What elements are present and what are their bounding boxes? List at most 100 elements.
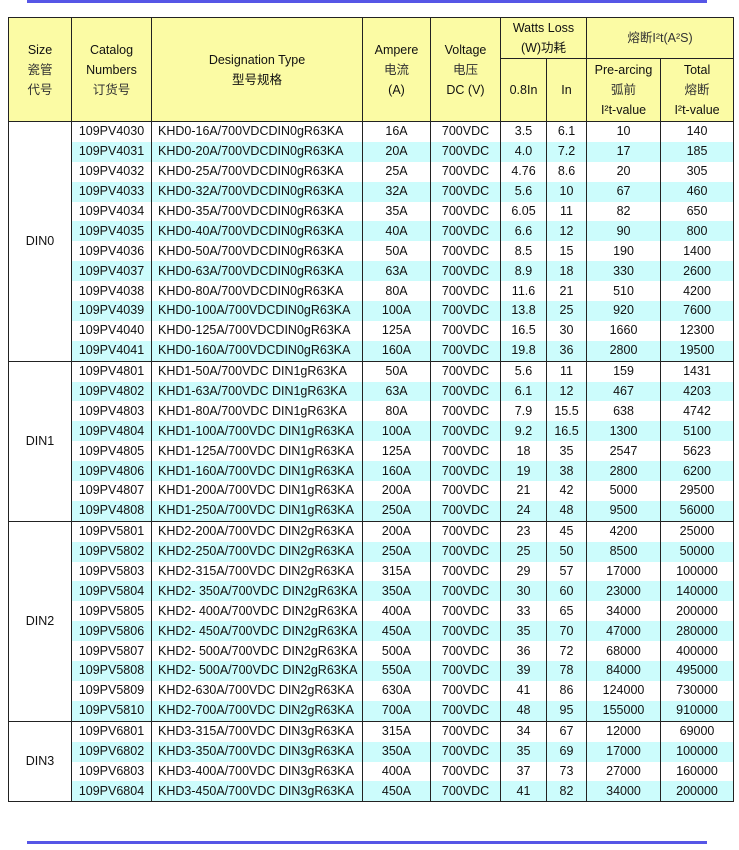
voltage-cell: 700VDC	[430, 181, 501, 202]
ampere-cell: 315A	[362, 720, 431, 742]
ampere-cell: 350A	[362, 581, 431, 602]
total-i2t-cell: 140	[660, 120, 735, 142]
prearcing-i2t-cell: 124000	[586, 680, 662, 701]
table-row: DIN2 109PV5801 KHD2-200A/700VDC DIN2gR63KA…	[8, 520, 735, 722]
table-row: 109PV4803 KHD1-80A/700VDC DIN1gR63KA 80A 70…	[9, 401, 735, 422]
voltage-cell: 700VDC	[430, 201, 501, 222]
voltage-cell: 700VDC	[430, 141, 501, 162]
table-row: DIN1 109PV4801 KHD1-50A/700VDC DIN1gR63KA 5…	[8, 360, 735, 522]
voltage-cell: 700VDC	[430, 481, 501, 501]
total-i2t-cell: 495000	[660, 661, 735, 681]
voltage-cell: 700VDC	[430, 720, 501, 742]
ampere-cell: 500A	[362, 641, 431, 662]
total-i2t-cell: 1431	[660, 360, 735, 382]
prearcing-i2t-cell: 190	[586, 241, 662, 262]
voltage-cell: 700VDC	[430, 381, 501, 402]
table-row: 109PV5806 KHD2- 450A/700VDC DIN2gR63KA 450…	[9, 621, 735, 642]
prearcing-i2t-cell: 510	[586, 281, 662, 302]
catalog-number-cell: 109PV5804	[71, 581, 152, 602]
header-watts-08in: 0.8In	[500, 58, 547, 122]
designation-cell: KHD2- 350A/700VDC DIN2gR63KA	[151, 581, 363, 602]
table-row: 109PV4805 KHD1-125A/700VDC DIN1gR63KA 125A…	[9, 441, 735, 462]
table-row: 109PV5802 KHD2-250A/700VDC DIN2gR63KA 250A…	[9, 541, 735, 562]
watts-08in-cell: 4.0	[500, 141, 547, 162]
total-i2t-cell: 6200	[660, 461, 735, 482]
voltage-cell: 700VDC	[430, 741, 501, 762]
header-ampere: Ampere 电流 (A)	[362, 17, 431, 122]
designation-cell: KHD0-100A/700VDCDIN0gR63KA	[151, 301, 363, 321]
voltage-cell: 700VDC	[430, 241, 501, 262]
watts-08in-cell: 24	[500, 500, 547, 522]
header-size: Size 瓷管 代号	[8, 17, 72, 122]
prearcing-i2t-cell: 1300	[586, 421, 662, 442]
watts-in-cell: 10	[545, 181, 588, 202]
watts-08in-cell: 36	[500, 641, 547, 662]
watts-in-cell: 78	[545, 661, 588, 681]
ampere-cell: 25A	[362, 161, 431, 182]
watts-in-cell: 67	[545, 720, 588, 742]
ampere-cell: 250A	[362, 541, 431, 562]
watts-in-cell: 8.6	[545, 161, 588, 182]
prearcing-i2t-cell: 920	[586, 301, 662, 321]
catalog-number-cell: 109PV5805	[71, 601, 152, 622]
designation-cell: KHD2- 400A/700VDC DIN2gR63KA	[151, 601, 363, 622]
table-row: 109PV5805 KHD2- 400A/700VDC DIN2gR63KA 400…	[9, 601, 735, 622]
catalog-number-cell: 109PV6803	[71, 761, 152, 782]
voltage-cell: 700VDC	[430, 340, 501, 362]
voltage-cell: 700VDC	[430, 641, 501, 662]
table-row: 109PV4037 KHD0-63A/700VDCDIN0gR63KA 63A 700…	[9, 261, 735, 282]
watts-08in-cell: 23	[500, 520, 547, 542]
watts-in-cell: 30	[545, 320, 588, 341]
prearcing-i2t-cell: 20	[586, 161, 662, 182]
watts-in-cell: 36	[545, 340, 588, 362]
table-row: 109PV6802 KHD3-350A/700VDC DIN3gR63KA 350A…	[9, 741, 735, 762]
ampere-cell: 125A	[362, 441, 431, 462]
catalog-number-cell: 109PV4803	[71, 401, 152, 422]
watts-in-cell: 73	[545, 761, 588, 782]
ampere-cell: 16A	[362, 120, 431, 142]
watts-in-cell: 35	[545, 441, 588, 462]
prearcing-i2t-cell: 2800	[586, 340, 662, 362]
catalog-number-cell: 109PV4802	[71, 381, 152, 402]
ampere-cell: 550A	[362, 661, 431, 681]
ampere-cell: 50A	[362, 360, 431, 382]
table-row: 109PV6803 KHD3-400A/700VDC DIN3gR63KA 400A…	[9, 761, 735, 782]
prearcing-i2t-cell: 155000	[586, 700, 662, 722]
table-row: 109PV5804 KHD2- 350A/700VDC DIN2gR63KA 350…	[9, 581, 735, 602]
watts-08in-cell: 21	[500, 481, 547, 501]
watts-08in-cell: 30	[500, 581, 547, 602]
watts-in-cell: 65	[545, 601, 588, 622]
watts-in-cell: 18	[545, 261, 588, 282]
catalog-number-cell: 109PV6802	[71, 741, 152, 762]
watts-in-cell: 60	[545, 581, 588, 602]
ampere-cell: 200A	[362, 520, 431, 542]
bottom-rule	[27, 841, 707, 844]
ampere-cell: 200A	[362, 481, 431, 501]
table-row: 109PV4040 KHD0-125A/700VDCDIN0gR63KA 125A 7…	[9, 320, 735, 341]
ampere-cell: 700A	[362, 700, 431, 722]
total-i2t-cell: 100000	[660, 561, 735, 582]
prearcing-i2t-cell: 47000	[586, 621, 662, 642]
total-i2t-cell: 200000	[660, 601, 735, 622]
watts-in-cell: 95	[545, 700, 588, 722]
prearcing-i2t-cell: 90	[586, 221, 662, 242]
prearcing-i2t-cell: 330	[586, 261, 662, 282]
catalog-number-cell: 109PV4030	[71, 120, 152, 142]
prearcing-i2t-cell: 17000	[586, 561, 662, 582]
watts-08in-cell: 48	[500, 700, 547, 722]
watts-08in-cell: 13.8	[500, 301, 547, 321]
total-i2t-cell: 7600	[660, 301, 735, 321]
ampere-cell: 450A	[362, 781, 431, 803]
prearcing-i2t-cell: 5000	[586, 481, 662, 501]
watts-in-cell: 12	[545, 381, 588, 402]
catalog-number-cell: 109PV4039	[71, 301, 152, 321]
voltage-cell: 700VDC	[430, 541, 501, 562]
watts-in-cell: 15.5	[545, 401, 588, 422]
prearcing-i2t-cell: 1660	[586, 320, 662, 341]
designation-cell: KHD0-35A/700VDCDIN0gR63KA	[151, 201, 363, 222]
table-row: 109PV4804 KHD1-100A/700VDC DIN1gR63KA 100A…	[9, 421, 735, 442]
watts-08in-cell: 6.1	[500, 381, 547, 402]
prearcing-i2t-cell: 638	[586, 401, 662, 422]
watts-in-cell: 38	[545, 461, 588, 482]
total-i2t-cell: 56000	[660, 500, 735, 522]
